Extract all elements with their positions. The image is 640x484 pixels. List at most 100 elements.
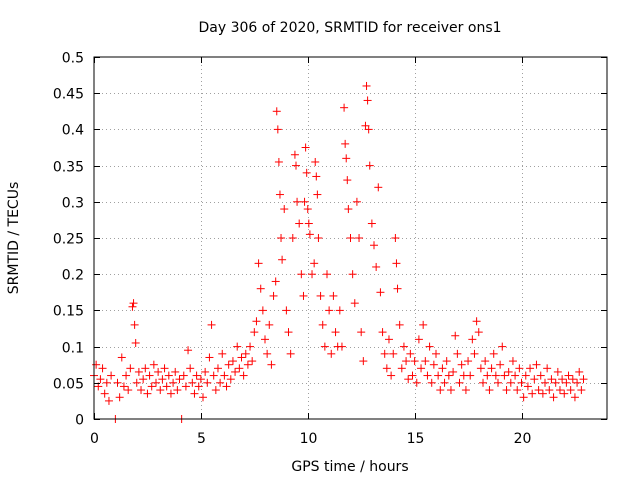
data-point <box>506 378 515 387</box>
data-point <box>575 367 584 376</box>
data-point <box>143 389 152 398</box>
data-point <box>579 375 588 384</box>
data-point <box>511 371 520 380</box>
data-point <box>290 150 299 159</box>
data-point <box>370 241 379 250</box>
data-point <box>239 371 248 380</box>
y-tick-label: 0.5 <box>62 51 84 67</box>
data-point <box>352 197 361 206</box>
data-point <box>220 371 229 380</box>
data-point <box>342 154 351 163</box>
data-point <box>472 317 481 326</box>
data-point <box>261 335 269 344</box>
data-point <box>412 378 421 387</box>
data-point <box>434 371 443 380</box>
data-point <box>387 371 396 380</box>
data-point <box>231 367 240 376</box>
data-point <box>543 364 552 373</box>
data-point <box>252 317 261 326</box>
data-point <box>496 360 505 369</box>
data-point <box>502 386 511 395</box>
chart-title: Day 306 of 2020, SRMTID for receiver ons… <box>198 20 501 36</box>
data-point <box>131 338 140 347</box>
data-point <box>363 96 372 105</box>
data-point <box>250 328 259 337</box>
data-point <box>343 176 352 185</box>
data-point <box>446 386 455 395</box>
data-point <box>361 121 370 130</box>
data-point <box>325 306 334 315</box>
data-point <box>504 367 513 376</box>
data-point <box>461 386 470 395</box>
data-point <box>523 382 532 391</box>
data-point <box>500 371 509 380</box>
data-point <box>350 299 359 308</box>
data-point <box>320 342 329 351</box>
x-axis-label: GPS time / hours <box>291 459 408 475</box>
data-point <box>304 219 313 228</box>
data-point <box>337 342 346 351</box>
y-tick-label: 0.45 <box>53 87 84 103</box>
data-point <box>481 357 490 366</box>
data-point <box>364 125 373 134</box>
data-point <box>130 320 139 329</box>
data-point <box>302 168 311 177</box>
data-point <box>299 291 308 300</box>
data-point <box>288 234 297 242</box>
data-point <box>280 205 289 214</box>
data-point <box>104 396 113 405</box>
data-point <box>549 393 558 402</box>
data-point <box>258 306 267 315</box>
data-point <box>184 346 193 355</box>
data-point <box>489 349 498 358</box>
data-point <box>493 378 502 387</box>
data-point <box>164 371 173 380</box>
data-point <box>293 197 302 206</box>
data-point <box>314 234 323 242</box>
data-point <box>393 284 402 293</box>
data-point <box>389 349 398 358</box>
data-point <box>479 378 488 387</box>
data-point <box>564 371 573 380</box>
y-tick-label: 0.25 <box>53 232 84 248</box>
data-point <box>269 291 278 300</box>
data-point <box>126 364 135 373</box>
data-point <box>432 349 440 358</box>
data-point <box>271 277 280 286</box>
data-point <box>536 371 545 380</box>
data-point <box>530 375 539 384</box>
y-axis-label: SRMTID / TECUs <box>6 182 22 295</box>
data-point <box>149 360 158 369</box>
data-point <box>376 288 385 297</box>
data-point <box>275 190 284 199</box>
data-point <box>256 284 265 293</box>
data-point <box>310 259 319 268</box>
data-point <box>179 371 188 380</box>
data-point <box>444 371 453 380</box>
data-point <box>402 357 411 366</box>
data-point <box>384 335 393 344</box>
data-point <box>115 393 124 402</box>
data-point <box>406 349 415 358</box>
x-tick-label: 20 <box>514 431 532 447</box>
data-point <box>341 139 350 148</box>
data-point <box>203 378 212 387</box>
data-point <box>346 234 355 242</box>
data-point <box>218 349 227 358</box>
data-point <box>573 378 582 387</box>
data-point <box>538 389 547 398</box>
data-point <box>254 259 263 268</box>
data-point <box>427 378 436 387</box>
data-point <box>190 389 199 398</box>
data-point <box>207 320 216 329</box>
data-point <box>98 364 107 373</box>
data-point <box>487 364 496 373</box>
x-tick-label: 10 <box>300 431 318 447</box>
data-point <box>551 378 560 387</box>
data-point <box>399 342 408 351</box>
data-point <box>357 328 366 337</box>
data-point <box>311 157 320 166</box>
data-point <box>272 107 281 116</box>
